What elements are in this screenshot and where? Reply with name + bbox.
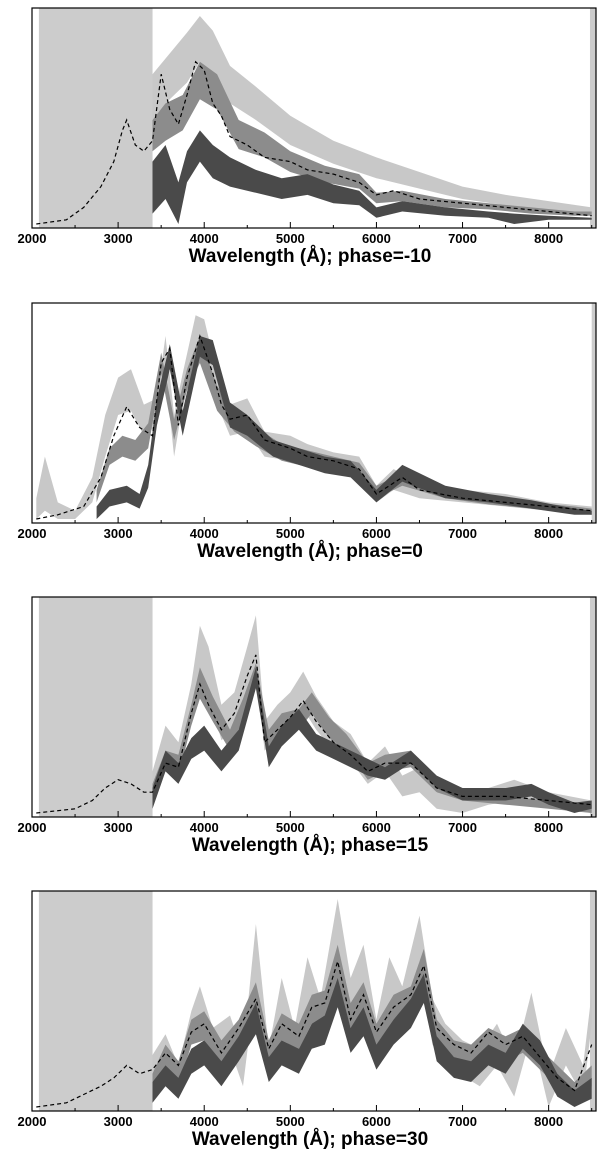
x-axis-label: Wavelength (Å); phase=-10: [189, 246, 432, 267]
panel-phase-15: 2000 3000 4000 5000 6000 7000 8000 Wavelength (…: [18, 596, 597, 856]
x-tick-label: 3000: [104, 231, 133, 246]
x-tick-label: 7000: [448, 1114, 477, 1129]
plot-frame: [31, 596, 597, 818]
dark-band: [96, 336, 592, 519]
x-tick-label: 4000: [190, 526, 219, 541]
medium-band: [152, 61, 592, 216]
x-tick-label: 2000: [18, 1114, 47, 1129]
plot-frame: [31, 890, 597, 1112]
dark-band: [152, 130, 592, 224]
masked-region: [591, 303, 596, 523]
x-tick-label: 4000: [190, 1114, 219, 1129]
x-tick-label: 5000: [276, 1114, 305, 1129]
reference-spectrum-line: [36, 334, 592, 520]
dark-band: [152, 973, 592, 1107]
x-tick-label: 2000: [18, 231, 47, 246]
x-tick-label: 6000: [362, 1114, 391, 1129]
plot-area: [36, 8, 596, 228]
x-tick-label: 4000: [190, 820, 219, 835]
x-tick-label: 8000: [534, 526, 563, 541]
plot-frame: [31, 7, 597, 229]
panel-phase-minus-10: 2000 3000 4000 5000 6000 7000 8000 Wavelength (…: [18, 7, 597, 267]
medium-band: [152, 663, 592, 813]
x-tick-label: 7000: [448, 526, 477, 541]
x-tick-label: 7000: [448, 231, 477, 246]
dark-band: [152, 667, 592, 813]
reference-spectrum-line: [36, 60, 592, 225]
x-tick-label: 2000: [18, 820, 47, 835]
light-band: [152, 16, 592, 214]
x-tick-label: 6000: [362, 526, 391, 541]
masked-region: [589, 8, 596, 228]
x-tick-label: 8000: [534, 231, 563, 246]
x-tick-label: 5000: [276, 820, 305, 835]
masked-region: [589, 891, 596, 1111]
x-axis-label: Wavelength (Å); phase=30: [192, 1129, 428, 1150]
x-tick-label: 7000: [448, 820, 477, 835]
x-tick-label: 8000: [534, 1114, 563, 1129]
plot-area: [36, 891, 596, 1111]
plot-frame: [31, 302, 597, 524]
x-tick-label: 6000: [362, 820, 391, 835]
x-tick-label: 2000: [18, 526, 47, 541]
masked-region: [38, 891, 153, 1111]
reference-spectrum-line: [36, 654, 592, 814]
masked-region: [38, 8, 153, 228]
x-tick-label: 3000: [104, 526, 133, 541]
x-tick-label: 8000: [534, 820, 563, 835]
panel-phase-0: 2000 3000 4000 5000 6000 7000 8000 Wavelength (…: [18, 302, 597, 562]
light-band: [36, 315, 592, 519]
x-tick-label: 4000: [190, 231, 219, 246]
x-axis-label: Wavelength (Å); phase=15: [192, 835, 429, 856]
x-tick-label: 3000: [104, 820, 133, 835]
x-tick-label: 3000: [104, 1114, 133, 1129]
reference-spectrum-line: [36, 959, 593, 1108]
x-tick-label: 5000: [276, 526, 305, 541]
masked-region: [38, 597, 153, 817]
masked-region: [589, 597, 596, 817]
x-tick-label: 5000: [276, 231, 305, 246]
panel-phase-30: 2000 3000 4000 5000 6000 7000 8000 Wavelength (…: [18, 890, 597, 1150]
x-axis-label: Wavelength (Å); phase=0: [197, 541, 423, 562]
x-tick-label: 6000: [362, 231, 391, 246]
plot-area: [36, 597, 596, 817]
plot-area: [36, 303, 596, 523]
